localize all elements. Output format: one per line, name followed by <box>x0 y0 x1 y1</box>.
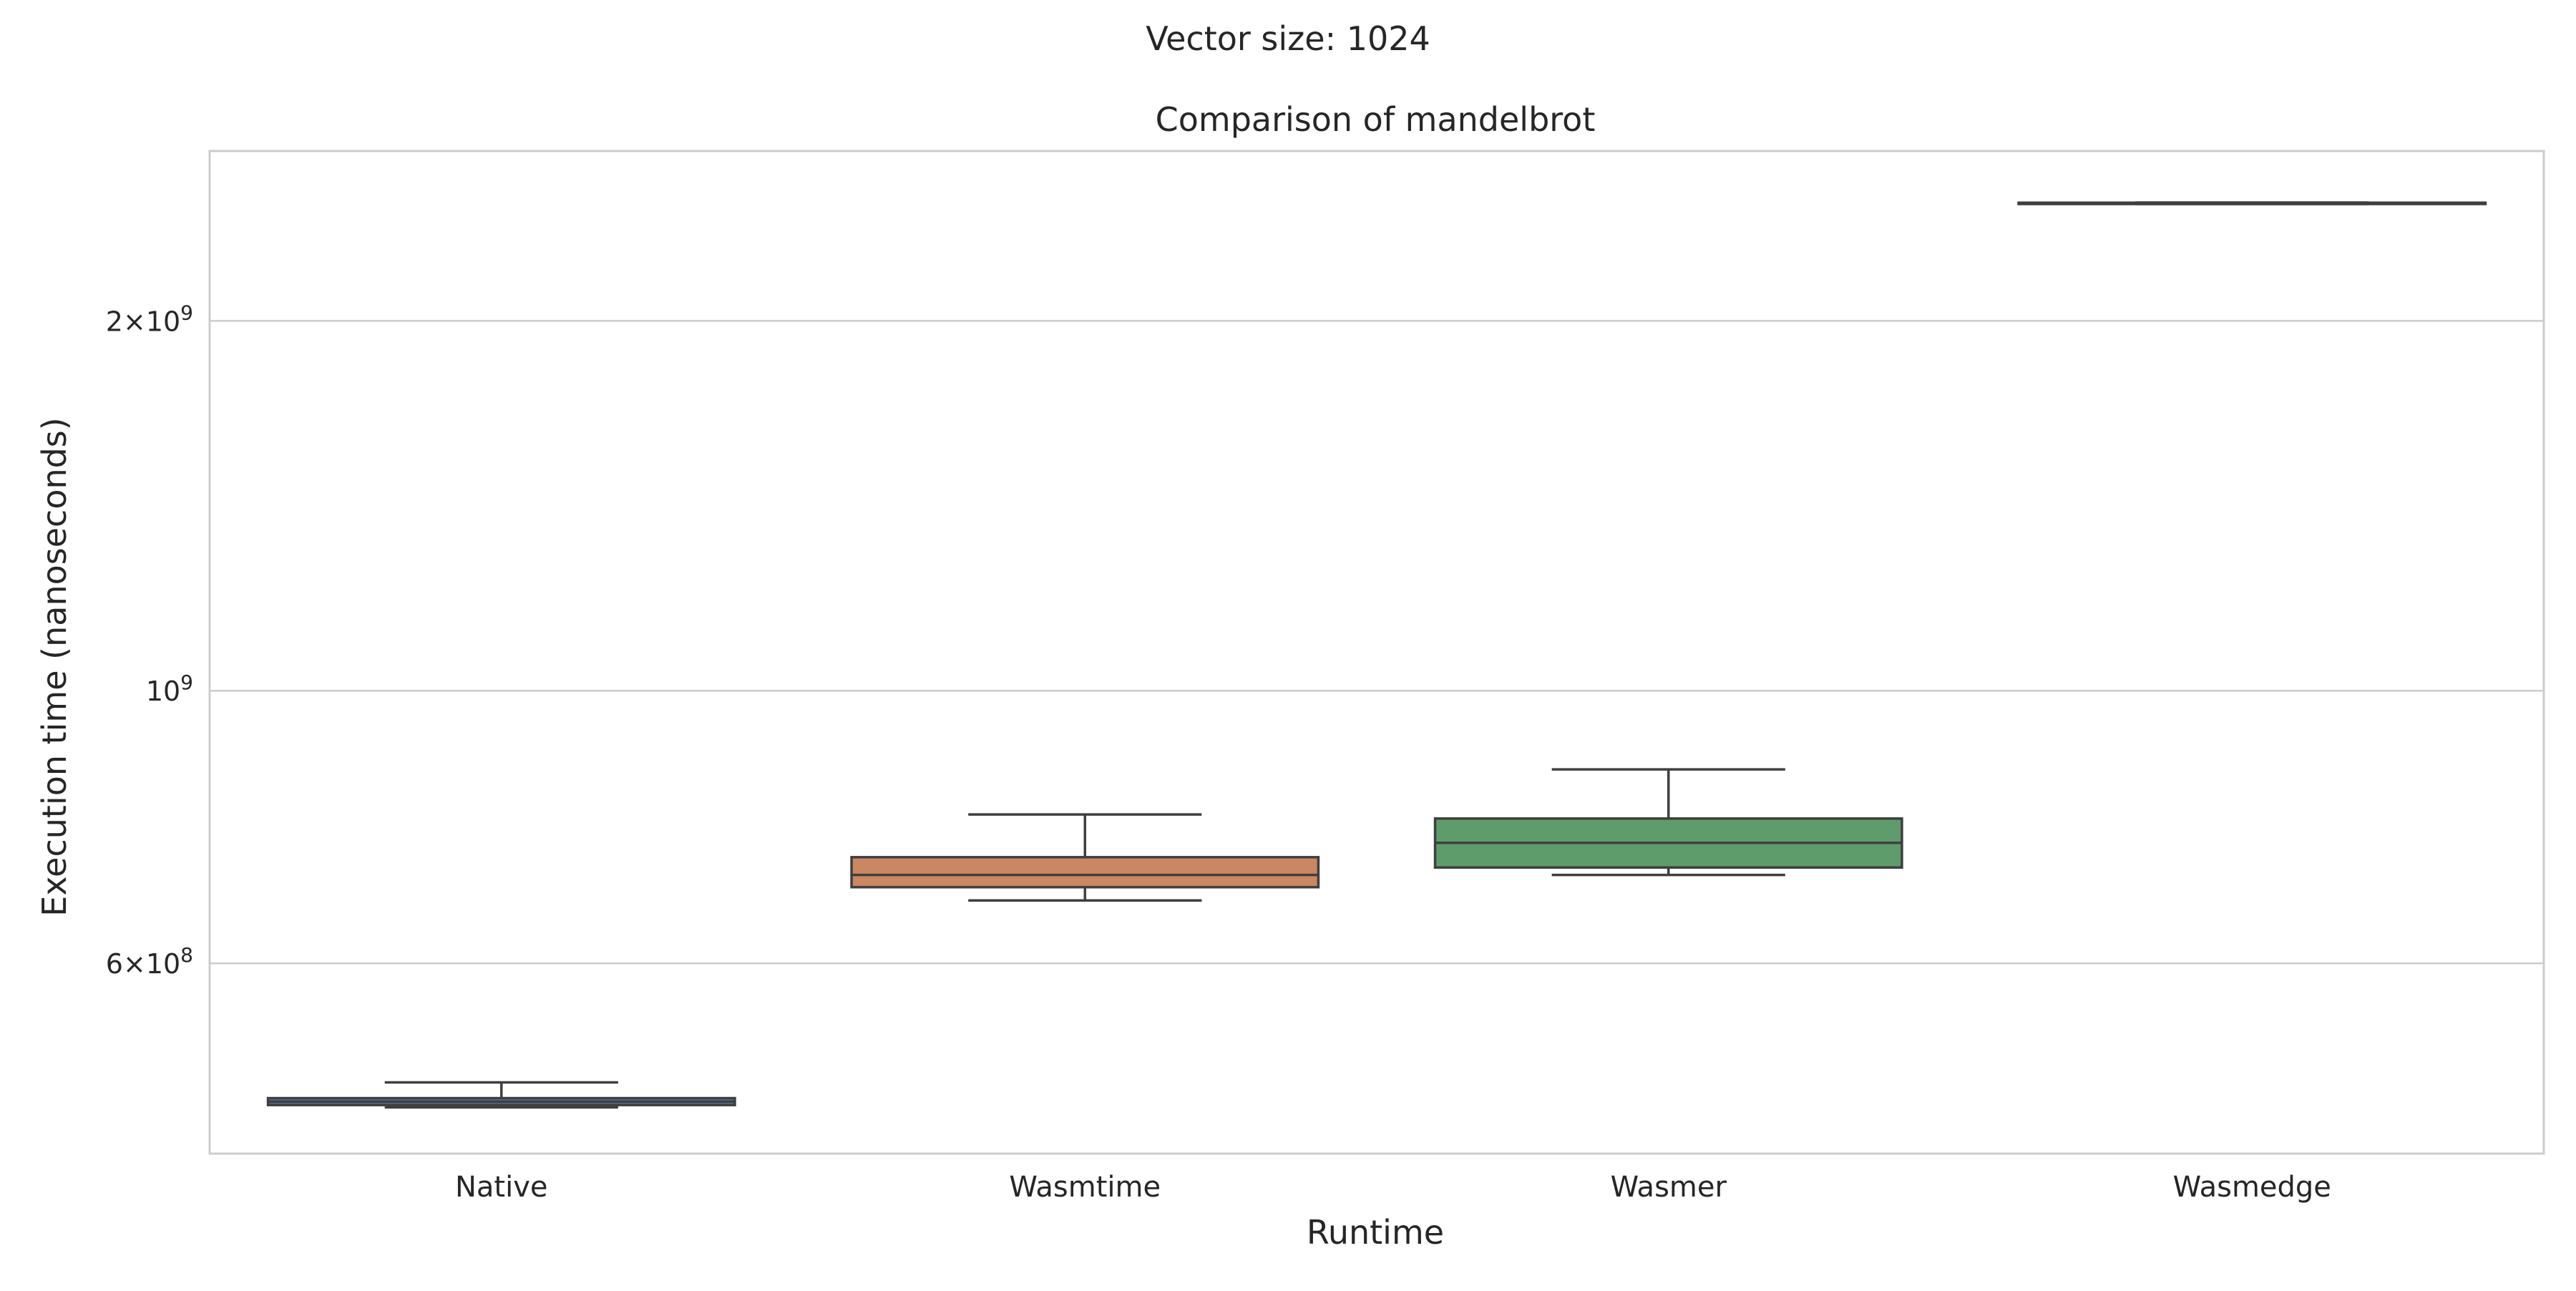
plot-background <box>210 151 2544 1154</box>
plot-frame <box>208 150 2545 1155</box>
y-tick-exponent: 9 <box>180 671 193 694</box>
y-tick-label: 6×108 <box>106 943 193 980</box>
x-tick-label: Wasmtime <box>1009 1171 1161 1204</box>
y-tick-base: 6×10 <box>106 948 180 980</box>
y-tick-label: 109 <box>146 671 193 707</box>
figure-suptitle: Vector size: 1024 <box>1146 19 1430 58</box>
y-tick-exponent: 9 <box>180 301 193 324</box>
y-tick-base: 2×10 <box>106 306 180 337</box>
box-wasmtime <box>850 856 1320 889</box>
x-tick-label: Wasmedge <box>2173 1171 2331 1204</box>
y-tick-label: 2×109 <box>106 301 193 337</box>
y-tick-base: 10 <box>146 676 180 707</box>
x-tick-label: Wasmer <box>1611 1171 1727 1204</box>
y-tick-exponent: 8 <box>180 943 193 967</box>
x-axis-label: Runtime <box>1307 1213 1444 1252</box>
chart-title: Comparison of mandelbrot <box>1156 100 1596 139</box>
x-tick-label: Native <box>455 1171 548 1204</box>
y-axis-label: Execution time (nanoseconds) <box>35 417 74 916</box>
